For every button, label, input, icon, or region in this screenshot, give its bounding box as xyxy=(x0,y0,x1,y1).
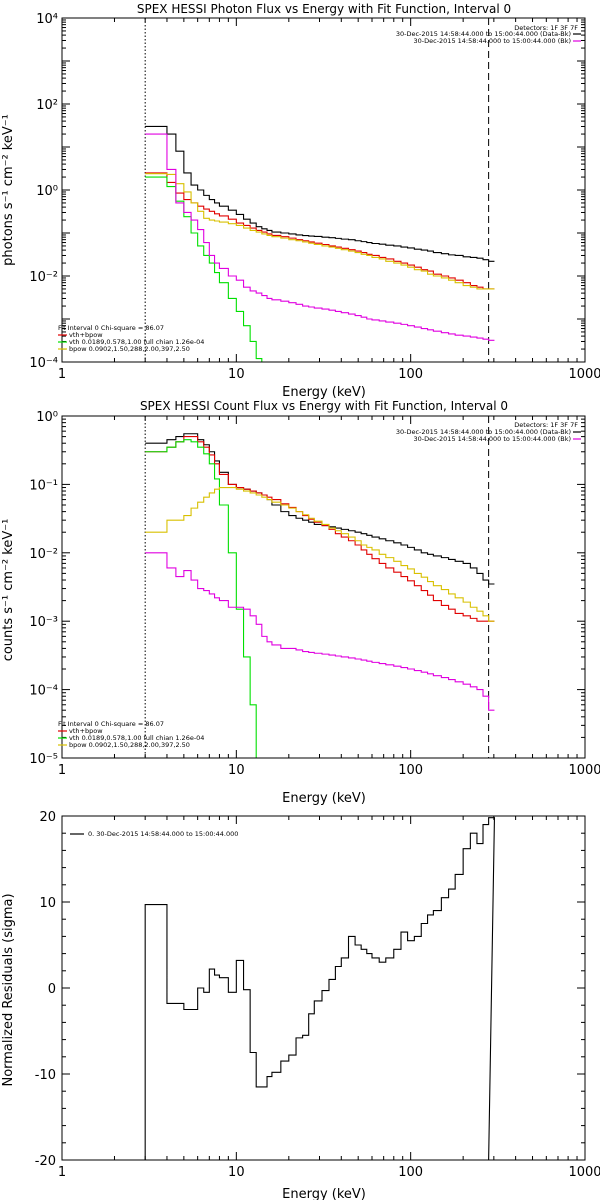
series-bpow-line xyxy=(145,173,495,290)
residuals-y-axis-label: Normalized Residuals (sigma) xyxy=(1,893,16,1086)
y-tick-label: 10⁴ xyxy=(36,12,58,27)
photon-flux-panel: SPEX HESSI Photon Flux vs Energy with Fi… xyxy=(1,2,600,400)
y-tick-label: 10⁻⁴ xyxy=(29,356,58,371)
x-tick-label: 100 xyxy=(398,1165,423,1180)
x-tick-label: 1000 xyxy=(568,1165,600,1180)
x-tick-label: 10 xyxy=(228,367,245,382)
y-tick-label: 10 xyxy=(39,896,56,911)
count-detectors-label: Detectors: 1F 3F 7F xyxy=(514,421,578,429)
series-vth-line xyxy=(145,176,495,362)
plot-frame xyxy=(61,415,586,759)
count-panel-title: SPEX HESSI Count Flux vs Energy with Fit… xyxy=(140,399,508,413)
y-tick-label: 10⁻⁴ xyxy=(29,684,58,699)
y-tick-label: 0 xyxy=(48,982,56,997)
photon-panel-title: SPEX HESSI Photon Flux vs Energy with Fi… xyxy=(137,2,511,16)
x-tick-label: 1 xyxy=(58,367,66,382)
y-tick-label: 10⁻² xyxy=(29,270,58,285)
fit-label: bpow 0.0902,1.50,288,2.00,397,2.50 xyxy=(69,345,190,353)
y-tick-label: 20 xyxy=(39,810,56,825)
legend-entry: 30-Dec-2015 14:58:44.000 to 15:00:44.000… xyxy=(414,435,572,443)
fit-label: vth+bpow xyxy=(69,331,103,339)
x-tick-label: 1000 xyxy=(568,763,600,778)
residuals-x-axis-label: Energy (keV) xyxy=(282,1187,366,1200)
y-tick-label: 10² xyxy=(36,98,58,113)
series-data-bk-line xyxy=(145,125,495,262)
fit-label: vth+bpow xyxy=(69,727,103,735)
x-tick-label: 100 xyxy=(398,763,423,778)
x-tick-label: 10 xyxy=(228,1165,245,1180)
series-series-line xyxy=(144,817,496,1160)
photon-y-axis-label: photons s⁻¹ cm⁻² keV⁻¹ xyxy=(1,114,16,266)
legend-entry: 0. 30-Dec-2015 14:58:44.000 to 15:00:44.… xyxy=(88,830,238,838)
fit-label: Fit Interval 0 Chi-square = 86.07 xyxy=(58,720,164,728)
series-bk-line xyxy=(145,552,495,711)
legend-entry: 30-Dec-2015 14:58:44.000 to 15:00:44.000… xyxy=(414,37,572,45)
fit-label: vth 0.0189,0.578,1.00 full chian 1.26e-0… xyxy=(69,734,204,742)
series-vth-line xyxy=(145,439,495,758)
y-tick-label: 10⁻² xyxy=(29,547,58,562)
y-tick-label: 10⁻⁵ xyxy=(29,752,58,767)
legend-entry: 30-Dec-2015 14:58:44.000 to 15:00:44.000… xyxy=(396,30,571,38)
y-tick-label: 10⁰ xyxy=(36,410,58,425)
y-tick-label: 10⁻¹ xyxy=(29,478,58,493)
photon-x-axis-label: Energy (keV) xyxy=(282,385,366,400)
photon-detectors-label: Detectors: 1F 3F 7F xyxy=(514,24,578,32)
series-bpow-line xyxy=(145,486,495,622)
y-tick-label: -10 xyxy=(35,1068,56,1083)
fit-label: bpow 0.0902,1.50,288,2.00,397,2.50 xyxy=(69,741,190,749)
x-tick-label: 10 xyxy=(228,763,245,778)
x-tick-label: 1 xyxy=(58,1165,66,1180)
count-x-axis-label: Energy (keV) xyxy=(282,791,366,806)
x-tick-label: 1000 xyxy=(568,367,600,382)
series-vth-bpow-line xyxy=(145,172,495,290)
y-tick-label: 10⁰ xyxy=(36,184,58,199)
count-flux-panel: SPEX HESSI Count Flux vs Energy with Fit… xyxy=(1,399,600,806)
fit-label: vth 0.0189,0.578,1.00 full chian 1.26e-0… xyxy=(69,338,204,346)
y-tick-label: 10⁻³ xyxy=(29,615,58,630)
residuals-panel: Energy (keV) Normalized Residuals (sigma… xyxy=(1,810,600,1200)
x-tick-label: 1 xyxy=(58,763,66,778)
fit-label: Fit Interval 0 Chi-square = 86.07 xyxy=(58,324,164,332)
count-y-axis-label: counts s⁻¹ cm⁻² keV⁻¹ xyxy=(1,519,16,662)
y-tick-label: -20 xyxy=(35,1154,56,1169)
x-tick-label: 100 xyxy=(398,367,423,382)
series-bk-line xyxy=(145,133,495,341)
legend-entry: 30-Dec-2015 14:58:44.000 to 15:00:44.000… xyxy=(396,428,571,436)
